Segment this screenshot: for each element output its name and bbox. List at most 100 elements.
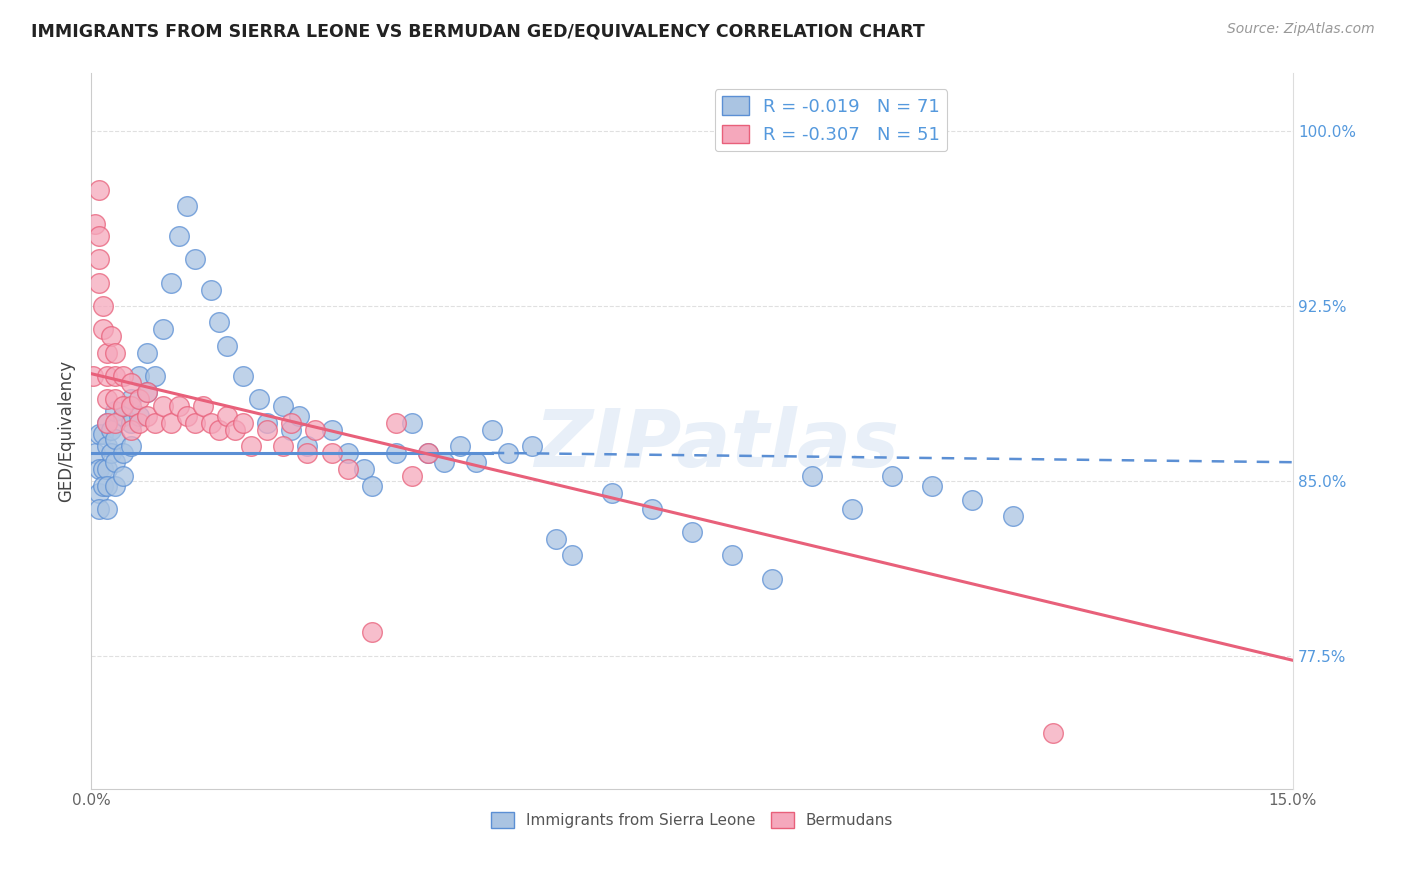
Point bbox=[464, 455, 486, 469]
Point bbox=[384, 446, 406, 460]
Y-axis label: GED/Equivalency: GED/Equivalency bbox=[58, 359, 75, 502]
Point bbox=[288, 409, 311, 423]
Point bbox=[96, 501, 118, 516]
Point bbox=[256, 416, 278, 430]
Point bbox=[801, 469, 824, 483]
Point bbox=[152, 322, 174, 336]
Point bbox=[104, 478, 127, 492]
Point bbox=[89, 276, 111, 290]
Point bbox=[84, 218, 107, 232]
Point bbox=[112, 399, 135, 413]
Point bbox=[297, 446, 319, 460]
Point bbox=[169, 229, 191, 244]
Point bbox=[232, 369, 254, 384]
Point bbox=[1042, 725, 1064, 739]
Point bbox=[193, 399, 215, 413]
Point bbox=[224, 423, 246, 437]
Point bbox=[152, 399, 174, 413]
Point bbox=[112, 409, 135, 423]
Point bbox=[104, 455, 127, 469]
Point bbox=[256, 423, 278, 437]
Point bbox=[449, 439, 471, 453]
Point bbox=[273, 439, 295, 453]
Point bbox=[89, 252, 111, 267]
Text: ZIPatlas: ZIPatlas bbox=[534, 406, 898, 484]
Legend: Immigrants from Sierra Leone, Bermudans: Immigrants from Sierra Leone, Bermudans bbox=[485, 806, 900, 835]
Point bbox=[200, 283, 222, 297]
Point bbox=[96, 439, 118, 453]
Point bbox=[416, 446, 439, 460]
Point bbox=[91, 478, 114, 492]
Point bbox=[600, 485, 623, 500]
Point bbox=[120, 376, 142, 390]
Point bbox=[176, 199, 198, 213]
Point bbox=[82, 369, 104, 384]
Point bbox=[176, 409, 198, 423]
Point bbox=[96, 392, 118, 407]
Point bbox=[297, 439, 319, 453]
Point bbox=[89, 229, 111, 244]
Point bbox=[91, 299, 114, 313]
Point bbox=[96, 416, 118, 430]
Point bbox=[232, 416, 254, 430]
Point bbox=[84, 446, 107, 460]
Point bbox=[721, 549, 744, 563]
Point bbox=[761, 572, 783, 586]
Point bbox=[120, 439, 142, 453]
Point bbox=[841, 501, 863, 516]
Point bbox=[882, 469, 904, 483]
Point bbox=[100, 423, 122, 437]
Point bbox=[520, 439, 543, 453]
Point bbox=[240, 439, 263, 453]
Point bbox=[681, 525, 703, 540]
Point bbox=[91, 462, 114, 476]
Point bbox=[104, 345, 127, 359]
Point bbox=[433, 455, 456, 469]
Point bbox=[104, 432, 127, 446]
Point bbox=[112, 469, 135, 483]
Point bbox=[89, 485, 111, 500]
Point bbox=[208, 423, 231, 437]
Point bbox=[128, 416, 150, 430]
Point bbox=[280, 423, 302, 437]
Point bbox=[360, 478, 382, 492]
Point bbox=[100, 446, 122, 460]
Point bbox=[962, 492, 984, 507]
Point bbox=[136, 385, 159, 400]
Point bbox=[120, 416, 142, 430]
Point bbox=[544, 532, 567, 546]
Point bbox=[96, 478, 118, 492]
Point bbox=[217, 409, 239, 423]
Point bbox=[184, 252, 207, 267]
Point bbox=[104, 392, 127, 407]
Point bbox=[401, 416, 423, 430]
Point bbox=[217, 339, 239, 353]
Point bbox=[104, 416, 127, 430]
Point bbox=[91, 322, 114, 336]
Point bbox=[200, 416, 222, 430]
Point bbox=[169, 399, 191, 413]
Point bbox=[89, 501, 111, 516]
Point bbox=[561, 549, 583, 563]
Point bbox=[96, 345, 118, 359]
Point bbox=[321, 423, 343, 437]
Point bbox=[91, 427, 114, 442]
Point bbox=[120, 399, 142, 413]
Point bbox=[112, 446, 135, 460]
Point bbox=[353, 462, 375, 476]
Point bbox=[160, 416, 183, 430]
Point bbox=[160, 276, 183, 290]
Point bbox=[143, 416, 166, 430]
Point bbox=[120, 423, 142, 437]
Point bbox=[89, 462, 111, 476]
Point bbox=[336, 462, 359, 476]
Point bbox=[96, 416, 118, 430]
Point bbox=[304, 423, 326, 437]
Point bbox=[496, 446, 519, 460]
Point bbox=[641, 501, 664, 516]
Point bbox=[280, 416, 302, 430]
Text: IMMIGRANTS FROM SIERRA LEONE VS BERMUDAN GED/EQUIVALENCY CORRELATION CHART: IMMIGRANTS FROM SIERRA LEONE VS BERMUDAN… bbox=[31, 22, 925, 40]
Point bbox=[481, 423, 503, 437]
Point bbox=[136, 345, 159, 359]
Point bbox=[384, 416, 406, 430]
